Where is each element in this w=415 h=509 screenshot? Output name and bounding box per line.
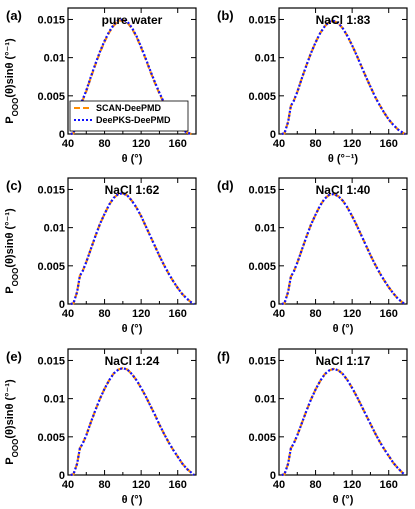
x-axis-label: θ (°) [333, 323, 354, 335]
x-tick-label: 120 [343, 308, 361, 320]
panel-title: NaCl 1:83 [316, 13, 371, 27]
x-tick-label: 80 [98, 308, 110, 320]
x-tick-label: 40 [62, 138, 74, 150]
y-tick-label: 0.015 [37, 14, 65, 26]
y-tick-label: 0 [270, 470, 276, 482]
y-tick-label: 0 [270, 129, 276, 141]
series-line-scan-deepmd [281, 19, 406, 136]
y-tick-label: 0 [59, 470, 65, 482]
panel-title: NaCl 1:17 [316, 354, 371, 368]
series-line-scan-deepmd [70, 366, 195, 477]
panel-label: (a) [6, 8, 22, 23]
x-tick-label: 120 [343, 138, 361, 150]
series-line-deepks-deepmd [70, 192, 195, 306]
series-line-deepks-deepmd [70, 366, 195, 477]
plot-frame [278, 7, 408, 135]
plot-frame [278, 348, 408, 476]
plot-frame [278, 177, 408, 305]
x-tick-label: 80 [309, 479, 321, 491]
plot-frame [67, 7, 197, 135]
x-tick-label: 80 [98, 479, 110, 491]
y-axis-label: POOO(θ)sinθ (°⁻¹) [4, 379, 20, 465]
series-line-scan-deepmd [281, 367, 406, 477]
panel-label: (c) [6, 178, 22, 193]
legend-entry: SCAN-DeePMD [96, 103, 162, 113]
y-axis-label: POOO(θ)sinθ (°⁻¹) [4, 38, 20, 124]
series-line-deepks-deepmd [281, 192, 406, 306]
x-tick-label: 160 [380, 308, 398, 320]
panel-title: NaCl 1:62 [105, 183, 160, 197]
y-tick-label: 0.005 [37, 261, 65, 273]
x-tick-label: 120 [343, 479, 361, 491]
x-tick-label: 80 [309, 138, 321, 150]
y-tick-label: 0.005 [248, 432, 276, 444]
y-tick-label: 0.005 [248, 91, 276, 103]
y-tick-label: 0 [270, 299, 276, 311]
x-axis-label: θ (°⁻¹) [328, 153, 359, 165]
chart-panel-d: 40 80 120 160 0 0.005 0.01 0.015 (d) NaCl 1:40 θ (… [217, 177, 408, 335]
series-line-deepks-deepmd [281, 367, 406, 477]
panel-title: NaCl 1:40 [316, 183, 371, 197]
x-axis-label: θ (°) [122, 323, 143, 335]
legend-entry: DeePKS-DeePMD [96, 115, 171, 125]
y-tick-label: 0.01 [44, 223, 65, 235]
y-tick-label: 0.005 [248, 261, 276, 273]
chart-panel-f: 40 80 120 160 0 0.005 0.01 0.015 (f) NaCl 1:17 θ (… [217, 348, 408, 506]
y-tick-label: 0.01 [44, 394, 65, 406]
legend-box [69, 100, 189, 132]
x-tick-label: 40 [62, 308, 74, 320]
series-line-scan-deepmd [281, 192, 406, 306]
y-tick-label: 0.005 [37, 91, 65, 103]
x-tick-label: 120 [132, 479, 150, 491]
y-tick-label: 0.015 [248, 14, 276, 26]
panel-label: (f) [217, 349, 230, 364]
x-axis-label: θ (°) [122, 153, 143, 165]
series-line-scan-deepmd [70, 192, 195, 306]
y-tick-label: 0.015 [248, 355, 276, 367]
legend: SCAN-DeePMD DeePKS-DeePMD [69, 100, 189, 132]
panel-label: (e) [6, 349, 22, 364]
chart-panel-c: 40 80 120 160 0 0.005 0.01 0.015 (c) NaCl 1:62 θ (… [4, 177, 197, 335]
y-tick-label: 0.01 [44, 53, 65, 65]
y-tick-label: 0.015 [248, 184, 276, 196]
y-tick-label: 0.005 [37, 432, 65, 444]
x-tick-label: 40 [273, 138, 285, 150]
x-tick-label: 80 [309, 308, 321, 320]
y-tick-label: 0.015 [37, 184, 65, 196]
x-tick-label: 160 [380, 479, 398, 491]
x-tick-label: 160 [380, 138, 398, 150]
x-axis-label: θ (°) [333, 494, 354, 506]
y-tick-label: 0.01 [255, 53, 276, 65]
x-tick-label: 160 [169, 308, 187, 320]
y-tick-label: 0 [59, 129, 65, 141]
y-tick-label: 0 [59, 299, 65, 311]
x-tick-label: 160 [169, 138, 187, 150]
series-line-deepks-deepmd [281, 19, 406, 136]
y-tick-label: 0.01 [255, 394, 276, 406]
y-axis-label: POOO(θ)sinθ (°⁻¹) [4, 208, 20, 294]
chart-panel-e: 40 80 120 160 0 0.005 0.01 0.015 (e) NaCl 1:24 θ (… [4, 348, 197, 506]
y-tick-label: 0.015 [37, 355, 65, 367]
chart-panel-a: 40 80 120 160 0 0.005 0.01 0.015 (a) pure water θ … [4, 7, 197, 165]
y-tick-label: 0.01 [255, 223, 276, 235]
plot-frame [67, 177, 197, 305]
panel-title: NaCl 1:24 [105, 354, 160, 368]
x-tick-label: 120 [132, 138, 150, 150]
x-tick-label: 120 [132, 308, 150, 320]
panel-label: (d) [217, 178, 234, 193]
panel-label: (b) [217, 8, 234, 23]
x-tick-label: 160 [169, 479, 187, 491]
x-tick-label: 40 [62, 479, 74, 491]
x-tick-label: 80 [98, 138, 110, 150]
x-tick-label: 40 [273, 308, 285, 320]
chart-panel-b: 40 80 120 160 0 0.005 0.01 0.015 (b) NaCl 1:83 θ (… [217, 7, 408, 165]
x-axis-label: θ (°) [122, 494, 143, 506]
panel-title: pure water [102, 13, 163, 27]
x-tick-label: 40 [273, 479, 285, 491]
plot-frame [67, 348, 197, 476]
